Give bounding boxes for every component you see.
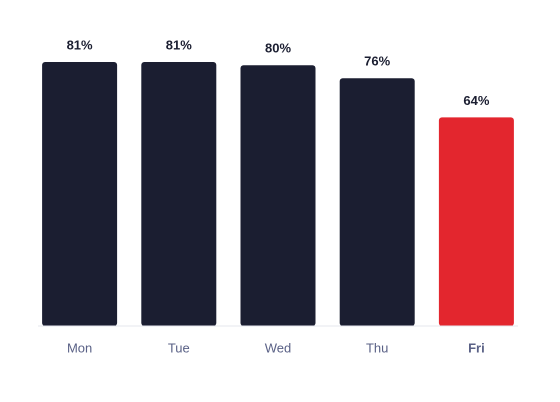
x-tick-label: Wed — [265, 340, 292, 355]
x-tick-label: Mon — [67, 340, 92, 355]
value-label: 76% — [364, 54, 390, 69]
value-label: 64% — [463, 93, 489, 108]
bar — [339, 78, 415, 327]
x-tick-label: Tue — [168, 340, 190, 355]
value-label: 80% — [265, 41, 291, 56]
bar — [42, 61, 118, 326]
x-tick-label: Thu — [366, 340, 388, 355]
bar — [438, 117, 514, 326]
bar — [240, 65, 316, 326]
bar — [141, 61, 217, 326]
x-tick-label: Fri — [468, 340, 485, 355]
value-label: 81% — [166, 37, 192, 52]
value-label: 81% — [67, 37, 93, 52]
